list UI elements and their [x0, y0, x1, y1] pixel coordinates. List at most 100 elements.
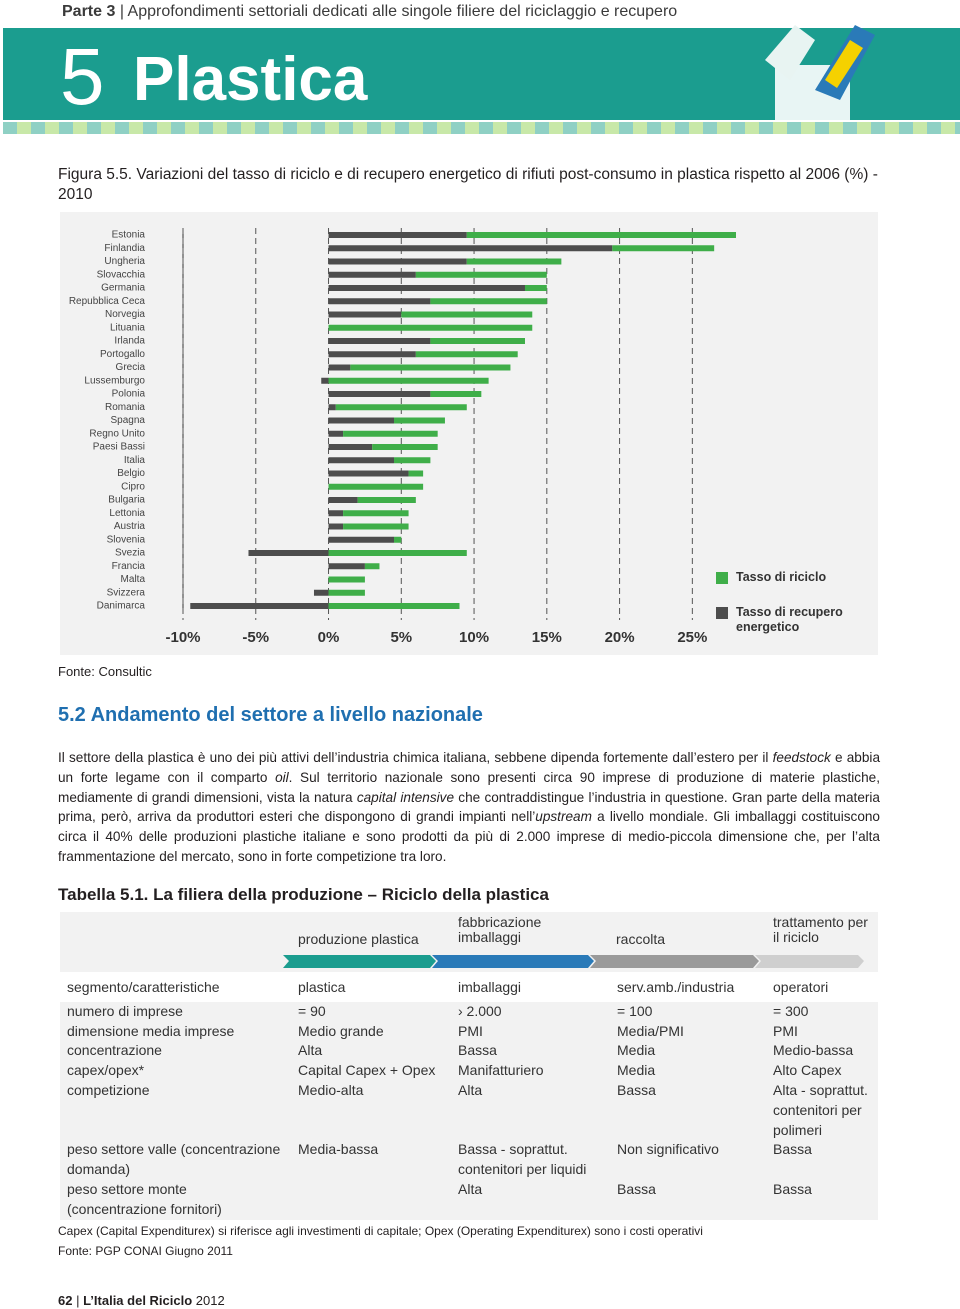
- category-label: Bulgaria: [108, 495, 145, 506]
- bar-recycling: [343, 510, 409, 517]
- category-label: Regno Unito: [89, 428, 145, 439]
- table-cell: Bassa: [617, 1081, 656, 1098]
- bar-energy-recovery: [328, 338, 431, 344]
- bar-energy-recovery: [328, 298, 431, 305]
- text-run: . Sul territorio nazionale sono presenti…: [58, 769, 880, 805]
- table-cell: Bassa: [773, 1180, 812, 1197]
- bar-energy-recovery: [328, 232, 467, 238]
- bar-recycling: [401, 311, 533, 318]
- x-tick-label: 0%: [318, 629, 340, 646]
- x-tick-label: 5%: [390, 629, 412, 646]
- table-cell: segmento/caratteristiche: [60, 977, 291, 1002]
- table-cell: plastica: [291, 977, 451, 1002]
- italic-term: capital intensive: [356, 789, 455, 805]
- bar-recycling: [408, 470, 424, 477]
- table-cell: Bassa: [458, 1042, 497, 1059]
- bar-energy-recovery: [328, 245, 613, 252]
- bar-recycling: [328, 576, 365, 583]
- category-label: Norvegia: [105, 309, 145, 320]
- category-label: Slovenia: [107, 534, 146, 545]
- category-label: Repubblica Ceca: [69, 296, 146, 307]
- text-run: che contraddistingue l’industria in ques…: [58, 789, 880, 825]
- chart-source: Fonte: Consultic: [58, 664, 152, 679]
- category-label: Svezia: [115, 548, 145, 559]
- x-tick-label: 10%: [459, 629, 489, 646]
- page-number: 62: [58, 1293, 73, 1308]
- table-cell: dimensione media imprese: [67, 1022, 235, 1039]
- bar-energy-recovery: [328, 271, 416, 278]
- category-label: Grecia: [116, 362, 146, 373]
- figure-caption: Figura 5.5. Variazioni del tasso di rici…: [58, 166, 878, 203]
- bar-energy-recovery: [328, 523, 344, 530]
- text-run: Il settore della plastica è uno dei più …: [58, 750, 773, 765]
- bar-recycling: [466, 232, 736, 238]
- table-cell: concentrazione: [67, 1042, 162, 1059]
- table-source: Fonte: PGP CONAI Giugno 2011: [58, 1244, 233, 1258]
- bar-energy-recovery: [328, 497, 358, 503]
- column-header: produzione plastica: [298, 931, 419, 947]
- table-cell: › 2.000: [458, 1002, 502, 1019]
- table-cell: PMI: [458, 1022, 483, 1039]
- legend-swatch: [716, 572, 728, 584]
- chart-panel: -10% -5% 0% 5% 10% 15% 20% 25% Estonia Finlandia U…: [60, 212, 878, 655]
- table-cell: competizione: [67, 1081, 150, 1098]
- x-tick-label: -10%: [165, 629, 200, 646]
- bar-energy-recovery: [328, 391, 431, 397]
- x-tick-label: 15%: [532, 629, 562, 646]
- bar-energy-recovery: [328, 430, 344, 437]
- bar-energy-recovery: [321, 377, 329, 384]
- bar-energy-recovery: [328, 351, 416, 358]
- category-label: Polonia: [112, 389, 146, 400]
- bar-recycling: [364, 563, 380, 570]
- table-title: Tabella 5.1. La filiera della produzione…: [58, 885, 549, 904]
- bar-recycling: [415, 351, 518, 358]
- table-row: numero di imprese = 90 › 2.000 = 100 = 300: [60, 1000, 878, 1021]
- bar-energy-recovery: [328, 563, 365, 570]
- bar-recycling: [466, 258, 562, 265]
- bar-energy-recovery: [328, 470, 409, 477]
- table-cell: capex/opex*: [67, 1062, 145, 1079]
- bar-recycling: [350, 364, 511, 371]
- column-header: fabbricazione imballaggi: [458, 914, 542, 945]
- italic-term: upstream: [535, 809, 592, 825]
- bar-energy-recovery: [313, 589, 329, 596]
- paragraph: Il settore della plastica è uno dei più …: [58, 748, 880, 867]
- bar-recycling: [524, 285, 547, 291]
- table-row: competizione Medio-alta Alta Bassa Alta - so…: [60, 1081, 878, 1140]
- footer: 62 | L’Italia del Riciclo 2012: [58, 1293, 225, 1308]
- legend-swatch: [716, 607, 728, 619]
- table-note: Capex (Capital Expenditurex) si riferisc…: [58, 1224, 703, 1238]
- bar-energy-recovery: [328, 417, 395, 424]
- table-cell: Media: [617, 1062, 656, 1079]
- table-cell: Media: [617, 1042, 656, 1059]
- category-label: Danimarca: [97, 601, 146, 612]
- category-label: Spagna: [111, 415, 146, 426]
- table-cell: Alta: [458, 1180, 483, 1197]
- stripes: [3, 122, 960, 134]
- category-label: Malta: [121, 574, 146, 585]
- category-label: Estonia: [112, 230, 146, 241]
- table-row: capex/opex* Capital Capex + Opex Manifattu…: [60, 1061, 878, 1081]
- category-label: Finlandia: [104, 243, 145, 254]
- bar-energy-recovery: [328, 285, 525, 291]
- legend-label: Tasso di riciclo: [736, 570, 827, 584]
- bar-energy-recovery: [328, 536, 395, 543]
- bar-recycling: [328, 324, 533, 331]
- table-row: segmento/caratteristiche plastica imballag…: [60, 977, 878, 1002]
- table-cell: Media/PMI: [617, 1022, 684, 1039]
- chart: -10% -5% 0% 5% 10% 15% 20% 25% Estonia Finlandia U…: [69, 228, 736, 646]
- bar-recycling: [430, 391, 482, 397]
- table-cell: Manifatturiero: [458, 1062, 544, 1079]
- x-tick-label: 20%: [605, 629, 635, 646]
- column-header: trattamento per il riciclo: [773, 914, 868, 945]
- bar-recycling: [415, 271, 547, 278]
- table-cell: Non significativo: [617, 1141, 719, 1158]
- table-row: peso settore valle (concentrazione doman…: [60, 1140, 878, 1180]
- bar-recycling: [328, 550, 467, 556]
- category-label: Austria: [114, 521, 146, 532]
- bar-energy-recovery: [328, 444, 373, 450]
- category-label: Romania: [105, 402, 145, 413]
- text-run: a livello mondiale. Gli imballaggi costi…: [58, 809, 880, 864]
- category-label: Germania: [101, 283, 145, 294]
- table-cell: Alta: [458, 1081, 483, 1098]
